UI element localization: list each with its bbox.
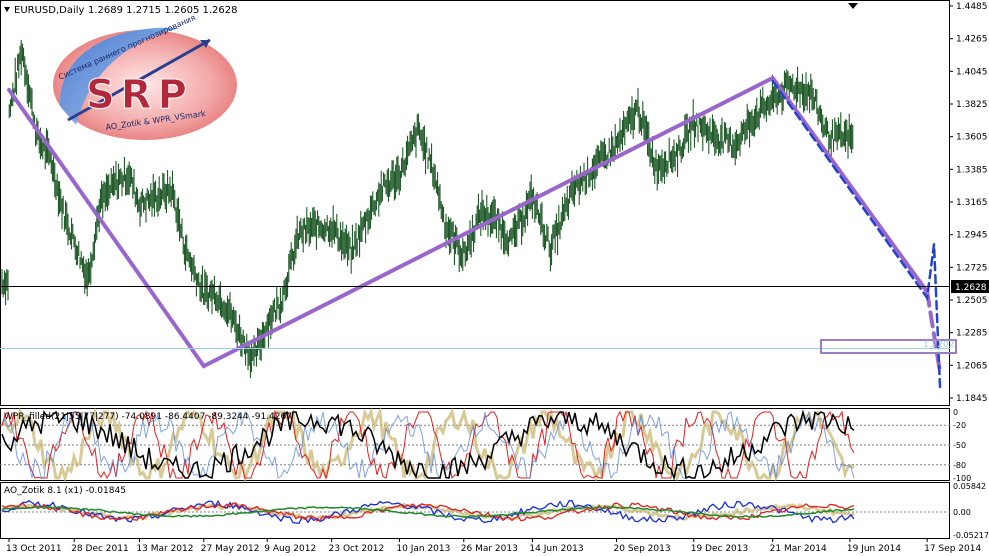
time-tick-label: 19 Jun 2014 (847, 544, 901, 554)
price-axis: 1.4485 1.4265 1.4045 1.3825 1.3605 1.3385 1.31… (949, 2, 988, 404)
trend-lines (7, 76, 942, 389)
time-tick-label: 17 Sep 2014 (924, 544, 981, 554)
time-tick-label: 28 Dec 2011 (71, 544, 129, 554)
price-tick-label: 1.3165 (956, 198, 988, 208)
current-price-badge (951, 280, 989, 293)
time-tick-label: 14 Jun 2013 (529, 544, 583, 554)
time-tick-label: 9 Aug 2012 (264, 544, 316, 554)
symbol-label: EURUSD,Daily (14, 5, 85, 16)
wpr-axis: 0 -20 -50 -80 -100 (953, 408, 971, 483)
ao-red-line (1, 502, 855, 522)
price-tick-label: 1.4265 (956, 35, 988, 45)
ao-lines (1, 499, 855, 524)
wpr-tick-label: -50 (953, 441, 966, 450)
price-tick-label: 1.2065 (956, 361, 988, 371)
wpr-tick-label: -80 (953, 461, 966, 470)
ao-tick-label: 0.00 (953, 508, 971, 517)
price-tick-label: 1.2505 (956, 296, 988, 306)
wpr-tick-label: -100 (953, 474, 971, 483)
ao-tick-label: 0.05842 (953, 482, 986, 491)
wpr-fast-line (1, 410, 855, 480)
price-tick-label: 1.4045 (956, 67, 988, 77)
time-tick-label: 27 May 2012 (201, 544, 260, 554)
price-tick-label: 1.3385 (956, 165, 988, 175)
time-tick-label: 21 Mar 2014 (770, 544, 827, 554)
trend-line[interactable] (770, 76, 930, 294)
ao-tick-label: -0.05217 (953, 531, 989, 540)
target-zone (820, 339, 957, 354)
time-tick-label: 13 Mar 2012 (136, 544, 193, 554)
time-tick-label: 20 Sep 2013 (614, 544, 671, 554)
chart-header: EURUSD,Daily 1.2689 1.2715 1.2605 1.2628 (4, 5, 238, 16)
wpr-tick-label: 0 (953, 408, 958, 417)
price-tick-label: 1.2945 (956, 231, 988, 241)
ao-axis: 0.05842 0.00 -0.05217 (953, 482, 989, 540)
price-bars (1, 40, 854, 379)
wpr-slow-line (1, 409, 855, 481)
price-tick-label: 1.3825 (956, 100, 988, 110)
time-tick-label: 10 Jan 2013 (396, 544, 450, 554)
ao-title: AO_Zotik 8.1 (x1) -0.01845 (4, 486, 126, 496)
time-tick-label: 19 Dec 2013 (691, 544, 749, 554)
price-tick-label: 1.2285 (956, 329, 988, 339)
level-label: 1.2202 (923, 340, 955, 350)
trend-line[interactable] (771, 79, 942, 389)
time-tick-label: 26 Mar 2013 (461, 544, 518, 554)
price-tick-label: 1.2725 (956, 263, 988, 273)
trend-line[interactable] (7, 76, 775, 369)
wpr-tick-label: -20 (953, 421, 966, 430)
time-axis: 13 Oct 2011 28 Dec 2011 13 Mar 2012 27 May … (6, 538, 981, 554)
ao-green-line (1, 505, 855, 518)
ohlc-label: 1.2689 1.2715 1.2605 1.2628 (88, 5, 238, 16)
wpr-lines (0, 406, 855, 484)
price-bar (1, 40, 854, 379)
current-price-label: 1.2628 (955, 283, 987, 293)
price-tick-label: 1.1845 (956, 394, 988, 404)
time-tick-label: 23 Oct 2012 (329, 544, 385, 554)
price-tick-label: 1.3605 (956, 133, 988, 143)
wpr-mid-line (1, 410, 855, 480)
price-tick-label: 1.4485 (956, 2, 988, 12)
shift-marker-icon[interactable] (848, 3, 858, 9)
logo-monogram: SRP (86, 72, 193, 118)
ao-panel (0, 482, 950, 539)
time-tick-label: 13 Oct 2011 (6, 544, 62, 554)
header-arrow-icon (4, 7, 10, 12)
wpr-title: WPR_filled(21|55|77|277) -74.0891 -86.44… (4, 412, 292, 422)
